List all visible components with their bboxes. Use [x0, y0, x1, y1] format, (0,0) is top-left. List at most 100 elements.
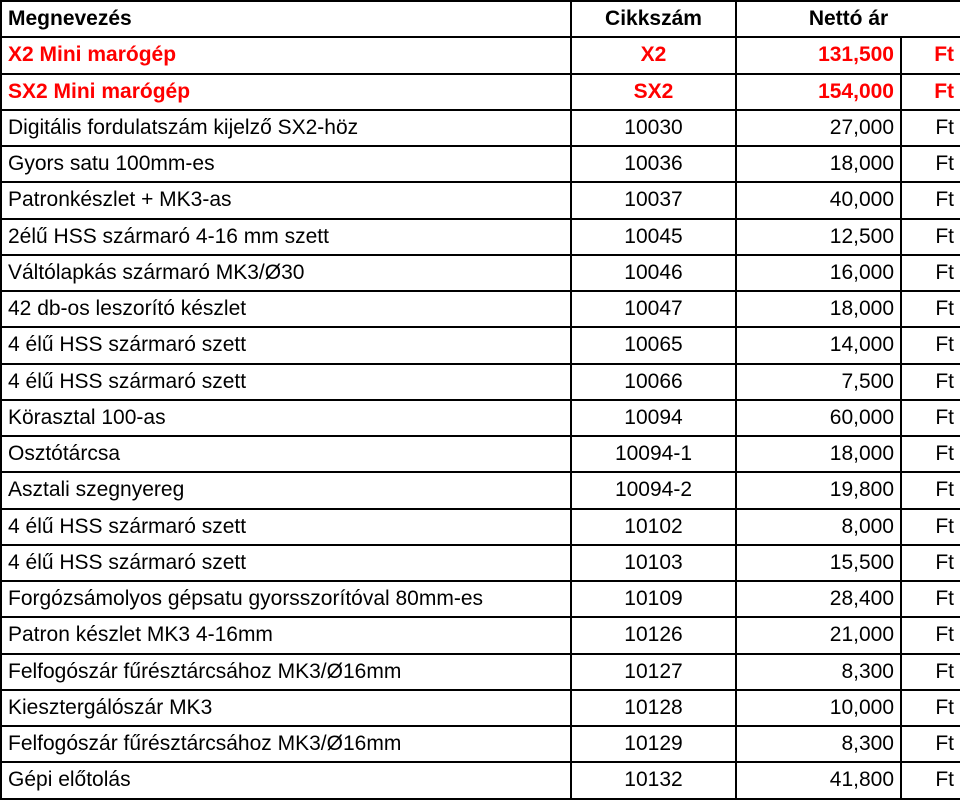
cell-name: Digitális fordulatszám kijelző SX2-höz — [1, 110, 571, 146]
cell-price: 18,000 — [736, 146, 901, 182]
cell-unit: Ft — [901, 364, 960, 400]
cell-code: 10030 — [571, 110, 736, 146]
cell-unit: Ft — [901, 617, 960, 653]
cell-name: Gyors satu 100mm-es — [1, 146, 571, 182]
cell-unit: Ft — [901, 726, 960, 762]
col-header-name: Megnevezés — [1, 1, 571, 37]
table-row: X2 Mini marógépX2131,500Ft — [1, 37, 960, 73]
table-row: 4 élű HSS szármaró szett101028,000Ft — [1, 509, 960, 545]
cell-name: 2élű HSS szármaró 4-16 mm szett — [1, 219, 571, 255]
cell-unit: Ft — [901, 255, 960, 291]
cell-code: 10132 — [571, 762, 736, 798]
cell-price: 28,400 — [736, 581, 901, 617]
cell-unit: Ft — [901, 146, 960, 182]
cell-name: X2 Mini marógép — [1, 37, 571, 73]
cell-name: Asztali szegnyereg — [1, 472, 571, 508]
cell-price: 60,000 — [736, 400, 901, 436]
cell-name: Váltólapkás szármaró MK3/Ø30 — [1, 255, 571, 291]
table-row: Körasztal 100-as1009460,000Ft — [1, 400, 960, 436]
cell-code: 10066 — [571, 364, 736, 400]
cell-unit: Ft — [901, 400, 960, 436]
cell-name: 42 db-os leszorító készlet — [1, 291, 571, 327]
cell-unit: Ft — [901, 110, 960, 146]
cell-unit: Ft — [901, 37, 960, 73]
cell-name: 4 élű HSS szármaró szett — [1, 509, 571, 545]
cell-price: 27,000 — [736, 110, 901, 146]
table-row: Patron készlet MK3 4-16mm1012621,000Ft — [1, 617, 960, 653]
cell-price: 18,000 — [736, 436, 901, 472]
cell-name: Forgózsámolyos gépsatu gyorsszorítóval 8… — [1, 581, 571, 617]
table-row: Kiesztergálószár MK31012810,000Ft — [1, 690, 960, 726]
cell-code: 10109 — [571, 581, 736, 617]
cell-code: 10126 — [571, 617, 736, 653]
cell-name: SX2 Mini marógép — [1, 74, 571, 110]
cell-unit: Ft — [901, 74, 960, 110]
cell-name: 4 élű HSS szármaró szett — [1, 545, 571, 581]
cell-name: 4 élű HSS szármaró szett — [1, 364, 571, 400]
table-row: Felfogószár fűrésztárcsához MK3/Ø16mm101… — [1, 654, 960, 690]
cell-price: 7,500 — [736, 364, 901, 400]
cell-price: 8,300 — [736, 726, 901, 762]
table-row: 2élű HSS szármaró 4-16 mm szett1004512,5… — [1, 219, 960, 255]
table-row: Forgózsámolyos gépsatu gyorsszorítóval 8… — [1, 581, 960, 617]
table-body: X2 Mini marógépX2131,500FtSX2 Mini maróg… — [1, 37, 960, 798]
cell-unit: Ft — [901, 327, 960, 363]
col-header-code: Cikkszám — [571, 1, 736, 37]
cell-unit: Ft — [901, 182, 960, 218]
table-row: Gépi előtolás1013241,800Ft — [1, 762, 960, 798]
cell-price: 14,000 — [736, 327, 901, 363]
table-row: 42 db-os leszorító készlet1004718,000Ft — [1, 291, 960, 327]
cell-code: 10128 — [571, 690, 736, 726]
cell-code: 10129 — [571, 726, 736, 762]
cell-price: 19,800 — [736, 472, 901, 508]
cell-unit: Ft — [901, 690, 960, 726]
table-row: Felfogószár fűrésztárcsához MK3/Ø16mm101… — [1, 726, 960, 762]
cell-name: Felfogószár fűrésztárcsához MK3/Ø16mm — [1, 726, 571, 762]
cell-code: 10045 — [571, 219, 736, 255]
cell-unit: Ft — [901, 472, 960, 508]
cell-price: 40,000 — [736, 182, 901, 218]
cell-code: 10065 — [571, 327, 736, 363]
table-row: Patronkészlet + MK3-as1003740,000Ft — [1, 182, 960, 218]
cell-code: 10103 — [571, 545, 736, 581]
cell-unit: Ft — [901, 654, 960, 690]
cell-code: 10037 — [571, 182, 736, 218]
cell-name: Gépi előtolás — [1, 762, 571, 798]
cell-name: Osztótárcsa — [1, 436, 571, 472]
cell-code: 10047 — [571, 291, 736, 327]
cell-price: 131,500 — [736, 37, 901, 73]
cell-unit: Ft — [901, 219, 960, 255]
cell-price: 16,000 — [736, 255, 901, 291]
cell-price: 8,000 — [736, 509, 901, 545]
table-row: Osztótárcsa10094-118,000Ft — [1, 436, 960, 472]
col-header-price: Nettó ár — [736, 1, 960, 37]
cell-name: Felfogószár fűrésztárcsához MK3/Ø16mm — [1, 654, 571, 690]
cell-code: 10094-2 — [571, 472, 736, 508]
table-row: Digitális fordulatszám kijelző SX2-höz10… — [1, 110, 960, 146]
cell-code: 10127 — [571, 654, 736, 690]
cell-price: 41,800 — [736, 762, 901, 798]
cell-price: 10,000 — [736, 690, 901, 726]
cell-code: 10046 — [571, 255, 736, 291]
cell-name: 4 élű HSS szármaró szett — [1, 327, 571, 363]
cell-unit: Ft — [901, 509, 960, 545]
cell-price: 15,500 — [736, 545, 901, 581]
cell-price: 12,500 — [736, 219, 901, 255]
cell-code: 10094-1 — [571, 436, 736, 472]
cell-code: 10102 — [571, 509, 736, 545]
cell-price: 8,300 — [736, 654, 901, 690]
cell-unit: Ft — [901, 545, 960, 581]
price-table: Megnevezés Cikkszám Nettó ár X2 Mini mar… — [0, 0, 960, 800]
cell-price: 18,000 — [736, 291, 901, 327]
cell-unit: Ft — [901, 581, 960, 617]
table-row: 4 élű HSS szármaró szett1006514,000Ft — [1, 327, 960, 363]
cell-code: SX2 — [571, 74, 736, 110]
cell-code: 10036 — [571, 146, 736, 182]
table-row: Váltólapkás szármaró MK3/Ø301004616,000F… — [1, 255, 960, 291]
table-row: 4 élű HSS szármaró szett1010315,500Ft — [1, 545, 960, 581]
table-header-row: Megnevezés Cikkszám Nettó ár — [1, 1, 960, 37]
table-row: Gyors satu 100mm-es1003618,000Ft — [1, 146, 960, 182]
cell-code: 10094 — [571, 400, 736, 436]
table-row: 4 élű HSS szármaró szett100667,500Ft — [1, 364, 960, 400]
cell-name: Patronkészlet + MK3-as — [1, 182, 571, 218]
